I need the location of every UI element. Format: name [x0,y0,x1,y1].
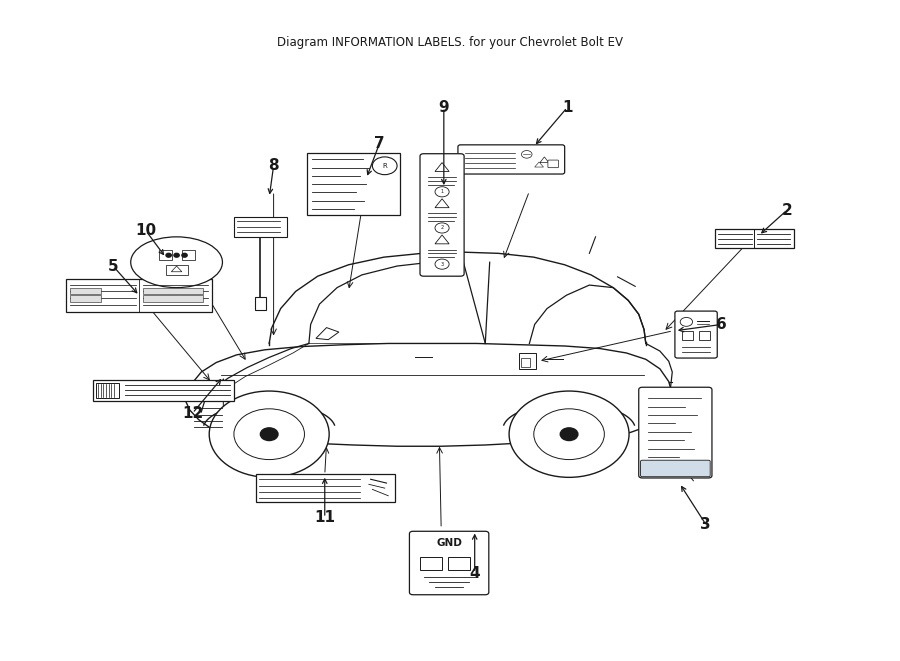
Text: 9: 9 [438,100,449,115]
Text: 3: 3 [440,262,444,266]
FancyBboxPatch shape [420,154,464,276]
Text: 5: 5 [108,258,119,274]
Bar [166,265,188,275]
Circle shape [166,253,171,257]
Circle shape [534,408,605,459]
Polygon shape [435,199,449,208]
Circle shape [174,253,179,257]
Circle shape [209,391,329,477]
Polygon shape [435,235,449,244]
Bar [448,557,471,570]
Text: Diagram INFORMATION LABELS. for your Chevrolet Bolt EV: Diagram INFORMATION LABELS. for your Che… [277,36,623,49]
Polygon shape [316,328,339,340]
Polygon shape [435,163,449,171]
Text: 11: 11 [314,510,336,525]
Text: 3: 3 [700,517,711,532]
Bar [521,358,530,367]
Text: GND: GND [436,538,462,549]
FancyBboxPatch shape [93,380,234,401]
Text: R: R [382,163,387,169]
Bar [698,331,710,340]
FancyBboxPatch shape [234,217,287,237]
Circle shape [560,428,578,440]
FancyBboxPatch shape [410,531,489,595]
FancyBboxPatch shape [639,387,712,478]
Text: 10: 10 [135,223,157,238]
FancyBboxPatch shape [641,460,710,477]
FancyBboxPatch shape [675,311,717,358]
FancyBboxPatch shape [307,153,400,215]
Circle shape [182,253,187,257]
Bar [255,297,266,310]
Circle shape [680,317,693,327]
Circle shape [234,408,304,459]
Text: 7: 7 [374,136,385,151]
FancyBboxPatch shape [715,229,794,249]
Circle shape [435,186,449,197]
Bar [142,295,202,301]
FancyBboxPatch shape [458,145,564,174]
Bar [159,250,172,260]
Text: 6: 6 [716,317,727,332]
Text: 2: 2 [781,203,792,217]
Circle shape [260,428,278,440]
Text: 12: 12 [182,406,203,421]
Polygon shape [535,162,544,167]
Circle shape [435,259,449,269]
Bar [70,295,101,301]
Bar [518,353,536,369]
FancyBboxPatch shape [548,160,559,168]
Circle shape [521,151,532,158]
Circle shape [509,391,629,477]
Bar [682,331,693,340]
Polygon shape [540,157,549,163]
Bar [142,288,202,294]
Circle shape [435,223,449,233]
FancyBboxPatch shape [67,279,211,312]
Circle shape [373,157,397,175]
Bar [182,250,195,260]
Bar [96,383,119,398]
Bar [70,288,101,294]
Polygon shape [171,266,182,272]
Text: 4: 4 [470,566,480,580]
Text: 1: 1 [562,100,572,115]
FancyBboxPatch shape [256,474,395,502]
Text: 2: 2 [440,225,444,231]
Text: 8: 8 [268,158,279,173]
Bar [420,557,442,570]
Ellipse shape [130,237,222,288]
Text: 1: 1 [440,189,444,194]
